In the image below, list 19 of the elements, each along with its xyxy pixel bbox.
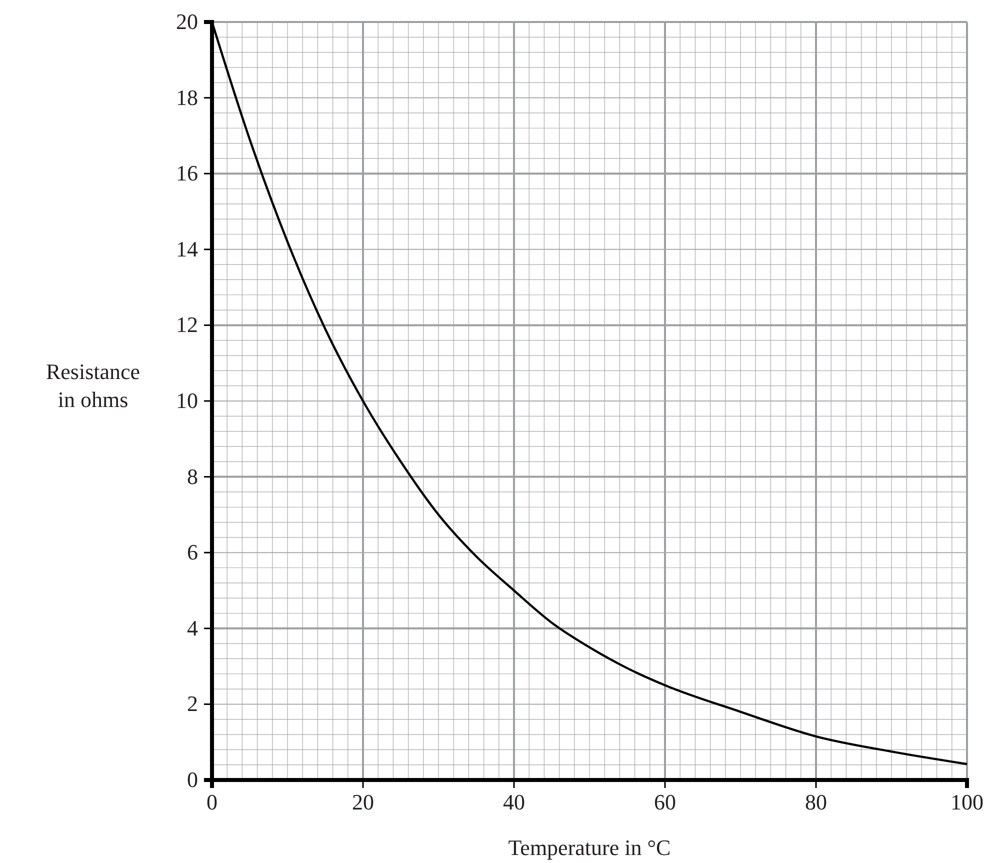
y-tick-label: 4	[187, 615, 198, 640]
x-tick-label: 0	[206, 790, 218, 815]
y-tick-label: 10	[176, 388, 198, 414]
y-tick-label: 8	[187, 464, 198, 489]
y-tick-label: 2	[187, 691, 198, 716]
x-tick-label: 40	[503, 790, 525, 815]
y-tick-label: 20	[176, 9, 198, 34]
x-tick-label: 100	[950, 790, 984, 815]
y-tick-label: 16	[176, 160, 198, 186]
y-axis-title: Resistance in ohms	[46, 359, 140, 412]
y-tick-label: 18	[176, 84, 198, 110]
y-tick-label: 14	[176, 236, 198, 262]
x-tick-label: 80	[805, 790, 827, 815]
x-axis-title: Temperature in °C	[508, 835, 671, 860]
y-tick-label: 6	[187, 540, 198, 565]
y-tick-label: 0	[187, 767, 198, 792]
x-tick-label: 60	[654, 790, 676, 815]
x-tick-label: 20	[352, 790, 374, 815]
y-tick-label: 12	[176, 312, 198, 338]
